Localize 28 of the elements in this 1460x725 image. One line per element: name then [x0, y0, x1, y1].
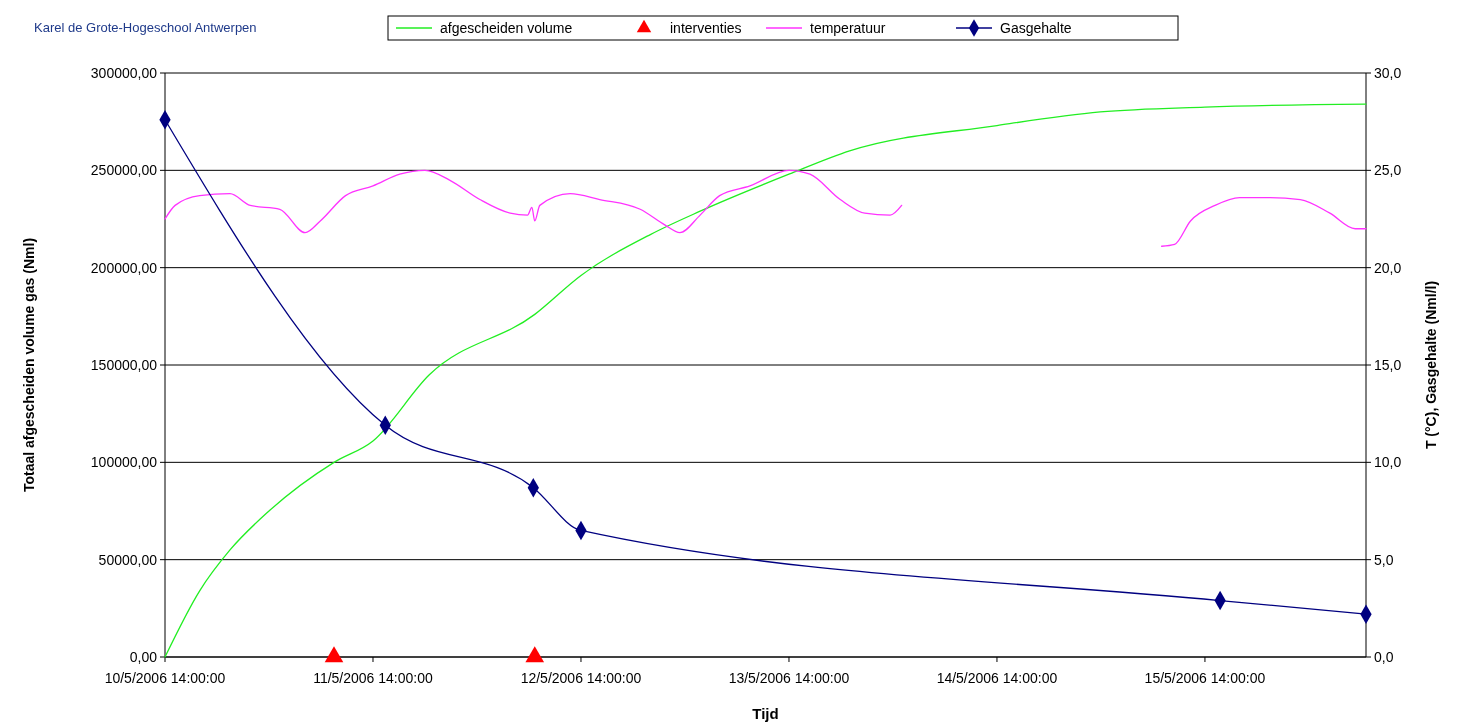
- x-tick-label: 12/5/2006 14:00:00: [520, 670, 642, 686]
- legend-label: afgescheiden volume: [440, 20, 573, 36]
- legend-label: temperatuur: [810, 20, 886, 36]
- y-tick-label: 0,00: [129, 649, 158, 665]
- y2-axis-title: T (°C), Gasgehalte (Nml/l): [1423, 280, 1439, 450]
- y-tick-label: 150000,00: [90, 357, 158, 373]
- x-tick-label: 10/5/2006 14:00:00: [104, 670, 226, 686]
- x-tick-label: 15/5/2006 14:00:00: [1144, 670, 1266, 686]
- y-tick-label: 250000,00: [90, 162, 158, 179]
- y-tick-label: 50000,00: [98, 551, 158, 568]
- x-tick-label: 13/5/2006 14:00:00: [728, 670, 850, 686]
- x-tick-label: 11/5/2006 14:00:00: [313, 670, 434, 686]
- y-tick-label: 200000,00: [90, 259, 158, 276]
- y-tick-label: 300000,00: [90, 65, 158, 81]
- x-tick-label: 14/5/2006 14:00:00: [936, 670, 1058, 686]
- y-tick-label: 100000,00: [90, 454, 158, 471]
- x-axis-title: Tijd: [752, 705, 779, 722]
- y2-tick-label: 0,0: [1374, 649, 1394, 665]
- y2-tick-label: 25,0: [1374, 162, 1402, 179]
- y2-tick-label: 15,0: [1374, 357, 1402, 373]
- legend-label: interventies: [670, 20, 742, 36]
- y2-tick-label: 10,0: [1374, 454, 1402, 471]
- y2-tick-label: 20,0: [1374, 259, 1402, 276]
- y2-tick-label: 30,0: [1374, 65, 1402, 81]
- y2-tick-label: 5,0: [1374, 551, 1394, 568]
- y-axis-title: Totaal afgescheiden volume gas (Nml): [21, 237, 37, 493]
- legend-label: Gasgehalte: [1000, 20, 1072, 36]
- text: Karel de Grote-Hogeschool Antwerpen: [34, 20, 257, 35]
